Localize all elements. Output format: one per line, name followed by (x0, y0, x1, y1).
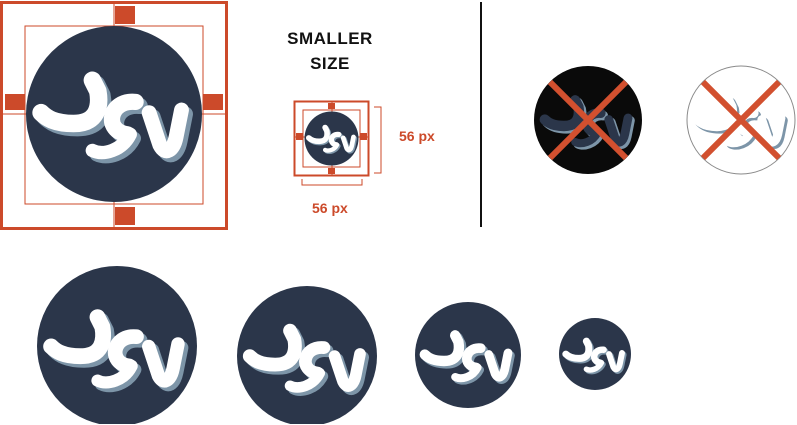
height-dimension-label: 56 px (399, 128, 435, 144)
logo-clear-space-guide (0, 1, 228, 230)
guide-handle-left (5, 94, 25, 110)
incorrect-dark-background-example (534, 66, 642, 174)
guide-handle-bottom (115, 207, 135, 225)
smaller-size-title: SMALLER SIZE (270, 26, 390, 76)
guide-handle-right (203, 94, 223, 110)
logo-size-small (415, 302, 521, 408)
logo-size-medium (237, 286, 377, 424)
logo-size-large (37, 266, 197, 424)
title-line-2: SIZE (310, 54, 350, 73)
guide-handle-top (115, 6, 135, 24)
incorrect-light-background-example (686, 65, 796, 175)
logo-size-smallest (559, 318, 631, 390)
width-dimension-label: 56 px (312, 200, 348, 216)
section-divider (480, 2, 482, 227)
small-logo-guide (293, 100, 382, 186)
outer-clear-space-frame (0, 1, 228, 230)
title-line-1: SMALLER (287, 29, 373, 48)
